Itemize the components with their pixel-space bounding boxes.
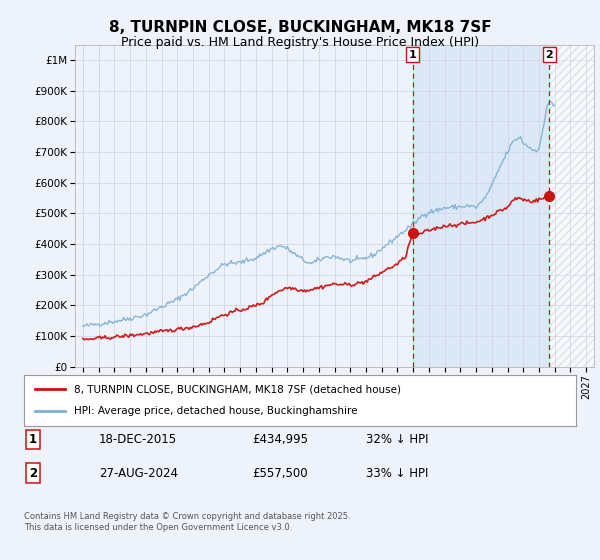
Bar [549, 45, 594, 367]
Text: Contains HM Land Registry data © Crown copyright and database right 2025.
This d: Contains HM Land Registry data © Crown c… [24, 512, 350, 532]
Text: 1: 1 [29, 433, 37, 446]
Text: Price paid vs. HM Land Registry's House Price Index (HPI): Price paid vs. HM Land Registry's House … [121, 36, 479, 49]
Text: 2: 2 [29, 466, 37, 480]
Text: HPI: Average price, detached house, Buckinghamshire: HPI: Average price, detached house, Buck… [74, 407, 357, 417]
Text: 33% ↓ HPI: 33% ↓ HPI [366, 466, 428, 480]
Text: 2: 2 [545, 50, 553, 59]
Text: 32% ↓ HPI: 32% ↓ HPI [366, 433, 428, 446]
Text: 8, TURNPIN CLOSE, BUCKINGHAM, MK18 7SF (detached house): 8, TURNPIN CLOSE, BUCKINGHAM, MK18 7SF (… [74, 384, 401, 394]
Text: £434,995: £434,995 [252, 433, 308, 446]
Text: 1: 1 [409, 50, 416, 59]
Text: £557,500: £557,500 [252, 466, 308, 480]
Bar [413, 45, 549, 367]
Text: 27-AUG-2024: 27-AUG-2024 [99, 466, 178, 480]
Text: 8, TURNPIN CLOSE, BUCKINGHAM, MK18 7SF: 8, TURNPIN CLOSE, BUCKINGHAM, MK18 7SF [109, 20, 491, 35]
Text: 18-DEC-2015: 18-DEC-2015 [99, 433, 177, 446]
